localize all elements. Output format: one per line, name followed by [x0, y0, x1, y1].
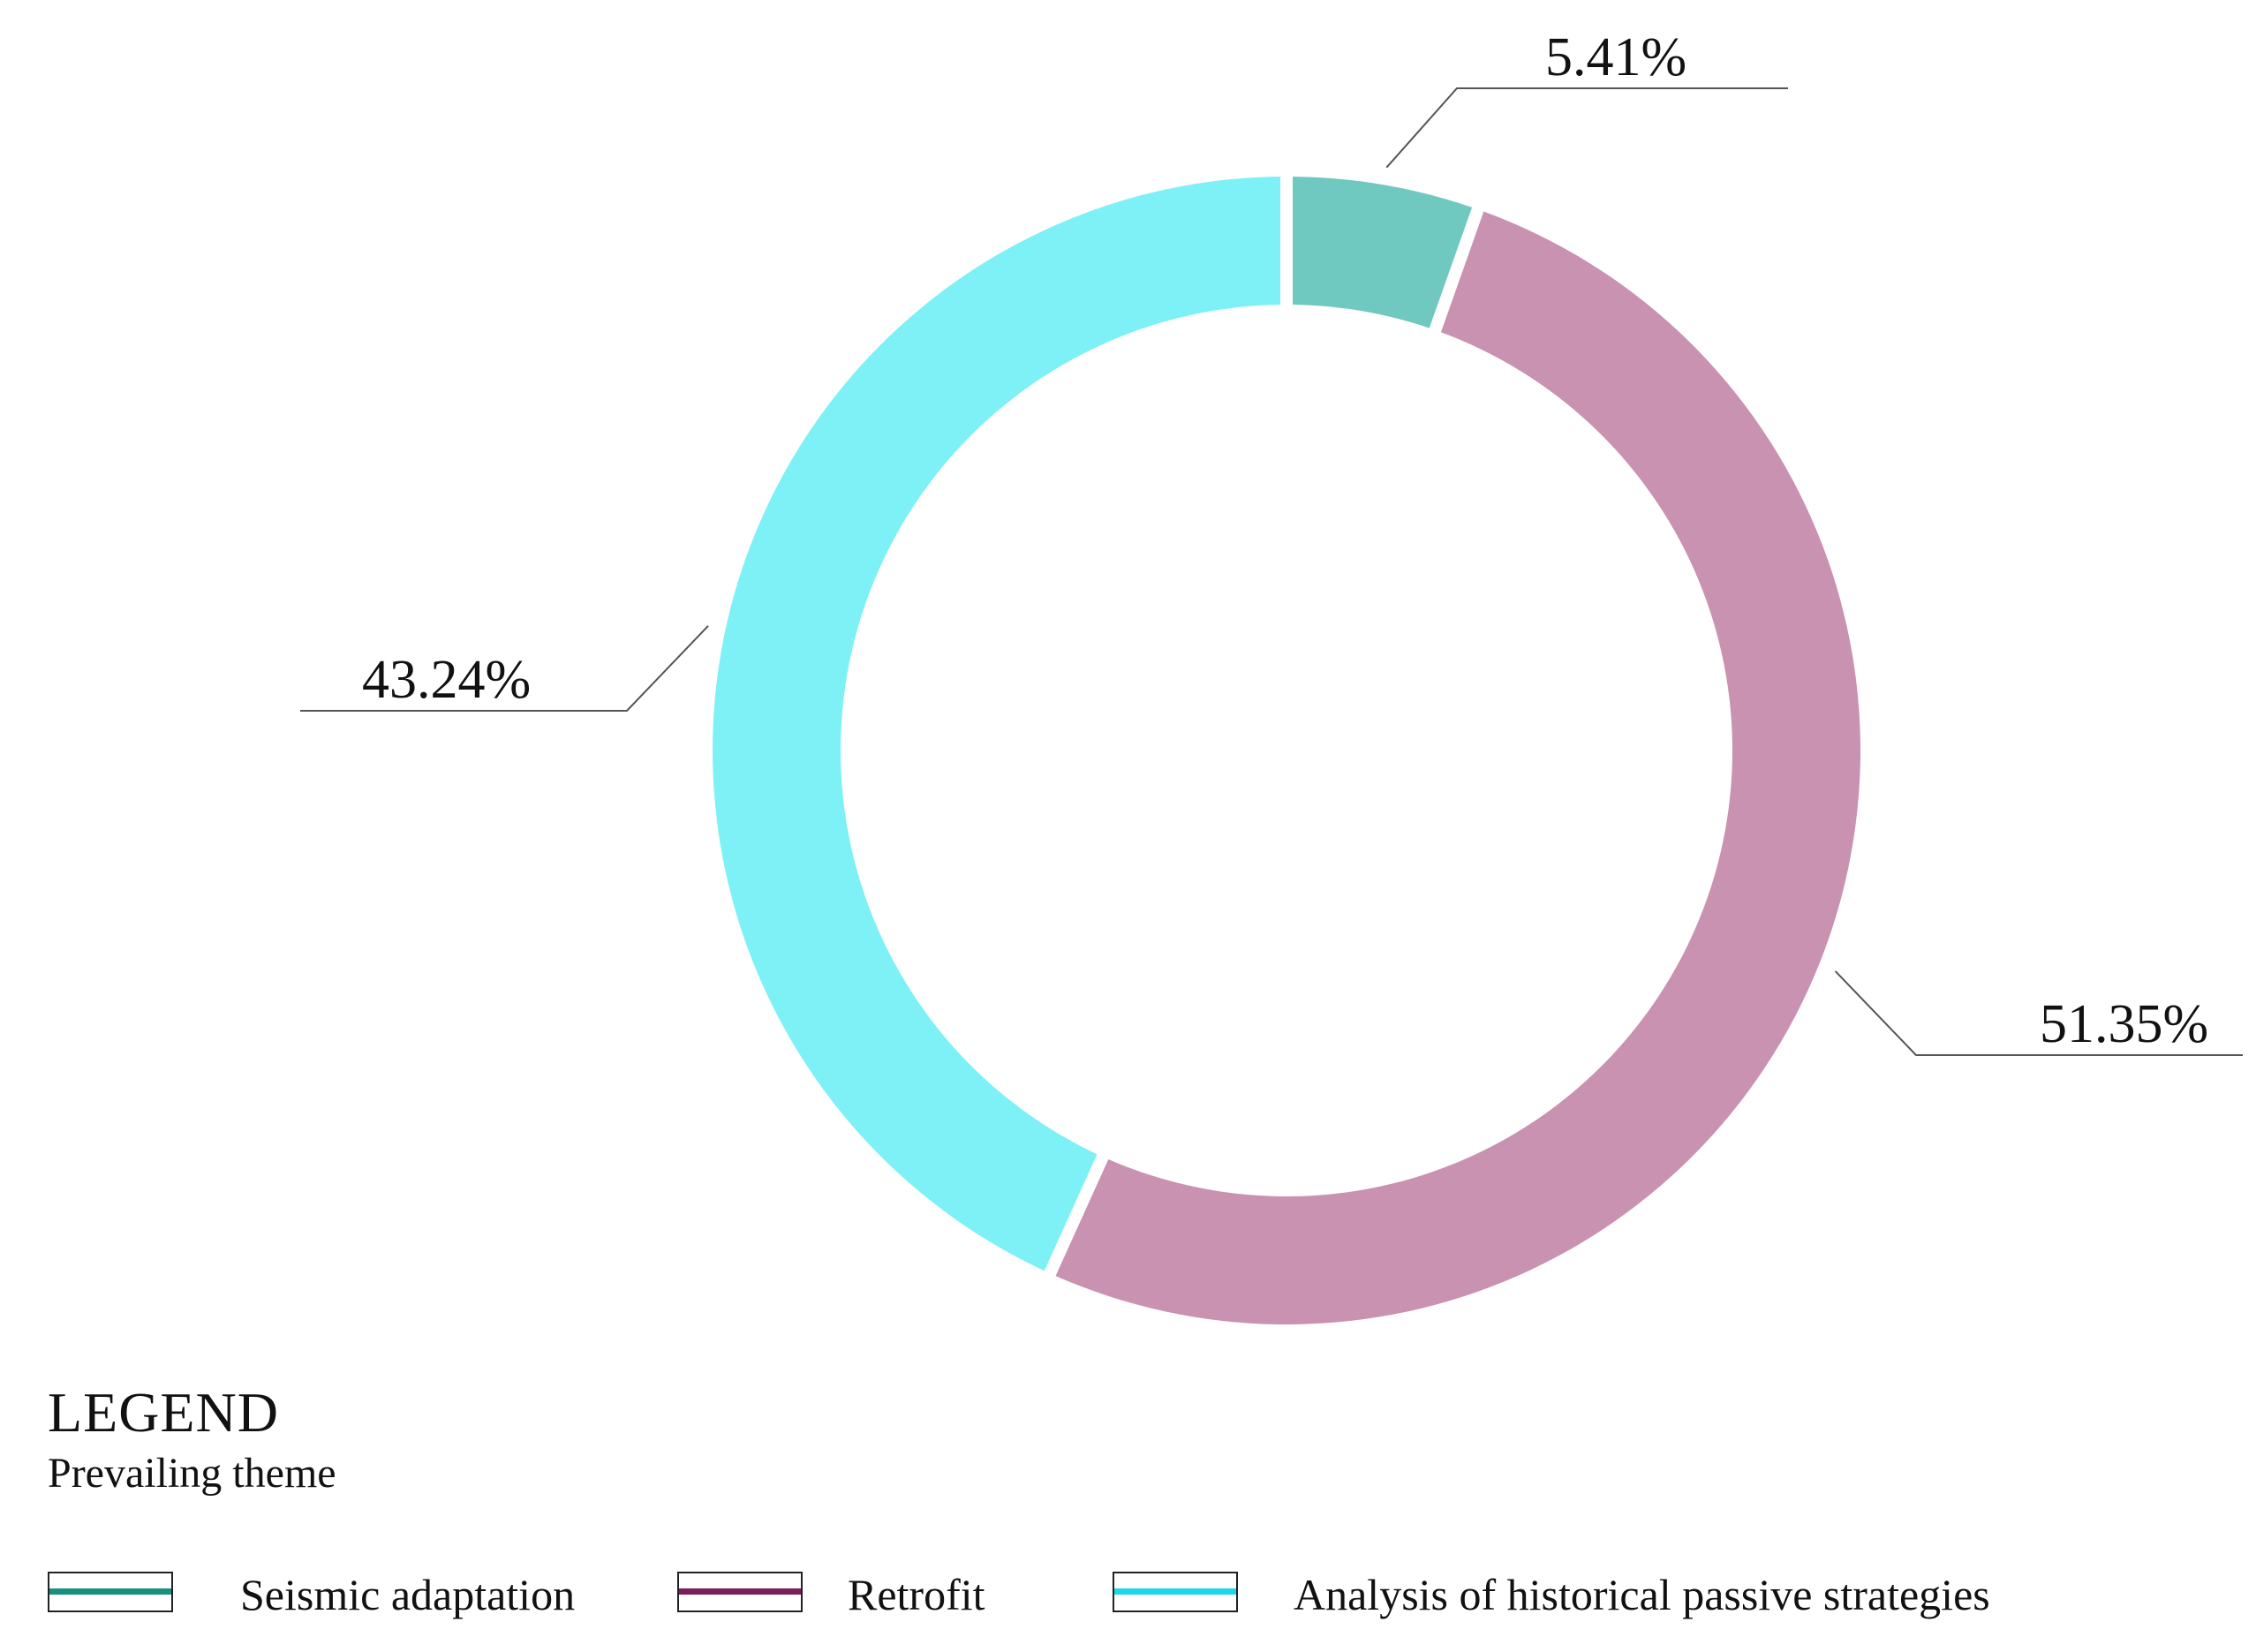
data-label-retrofit: 51.35%	[2040, 994, 2208, 1054]
leader-line-seismic-adaptation	[1385, 87, 1788, 169]
donut-slices	[713, 177, 1860, 1324]
donut-slice-seismic-adaptation	[1292, 177, 1473, 328]
legend-swatch-analysis-of-historical-passive-strategies	[1113, 1572, 1238, 1612]
data-label-seismic-adaptation: 5.41%	[1545, 27, 1686, 87]
legend-swatch-bar	[49, 1588, 171, 1595]
slice-labels: 5.41% 51.35% 43.24%	[300, 27, 2243, 1056]
legend-swatch-bar	[1114, 1588, 1236, 1595]
legend-title: LEGEND	[48, 1381, 279, 1444]
legend-subtitle: Prevailing theme	[48, 1450, 336, 1497]
data-label-analysis-of-historical-passive-strategies: 43.24%	[362, 650, 531, 710]
legend-label-analysis-of-historical-passive-strategies: Analysis of historical passive strategie…	[1294, 1570, 1990, 1619]
donut-slice-retrofit	[1055, 211, 1860, 1324]
leader-line-analysis-of-historical-passive-strategies	[300, 625, 709, 712]
legend-swatch-retrofit	[677, 1572, 803, 1612]
legend-label-seismic-adaptation: Seismic adaptation	[240, 1570, 576, 1619]
donut-slice-analysis-of-historical-passive-strategies	[713, 177, 1281, 1271]
legend-label-retrofit: Retrofit	[848, 1570, 985, 1619]
legend-swatch-seismic-adaptation	[48, 1572, 173, 1612]
legend: Seismic adaptation Retrofit Analysis of …	[0, 1567, 2256, 1629]
leader-line-retrofit	[1834, 970, 2243, 1056]
legend-swatch-bar	[679, 1588, 801, 1595]
